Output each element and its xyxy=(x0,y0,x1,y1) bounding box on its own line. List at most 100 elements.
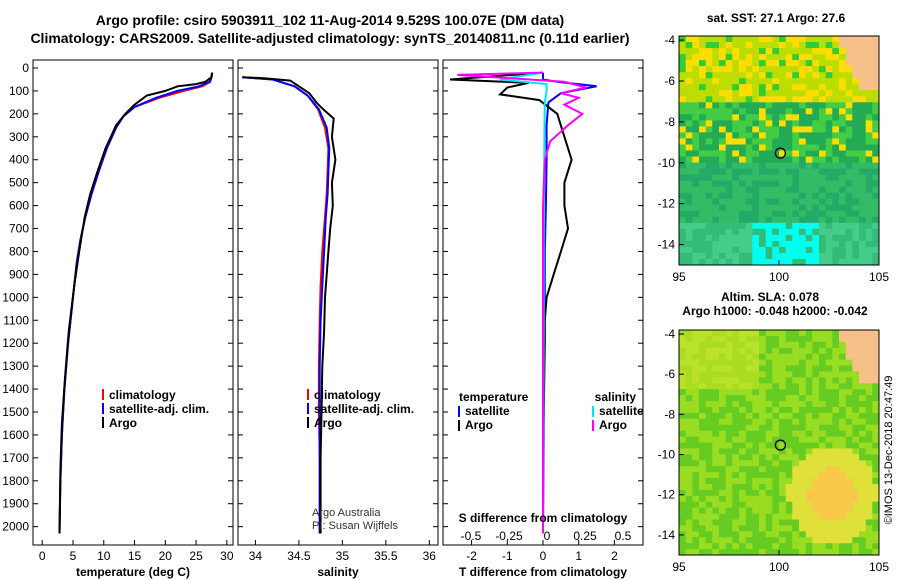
profile-title: Argo profile: csiro 5903911_102 11-Aug-2… xyxy=(95,12,565,28)
y-tick-label: 1200 xyxy=(2,336,29,350)
y-tick-label: 1700 xyxy=(2,451,29,465)
series-line-satellite xyxy=(499,71,548,534)
map-y-tick-label: -8 xyxy=(664,407,675,421)
map-y-tick-label: -10 xyxy=(658,156,676,170)
imos-credit: ©IMOS 13-Dec-2018 20:47:49 xyxy=(883,376,895,525)
legend-title-temperature: temperature xyxy=(459,390,529,404)
x-tick-label: 30 xyxy=(220,549,234,563)
x-tick-label: 34.5 xyxy=(287,549,311,563)
sla-map-title: Altim. SLA: 0.078 xyxy=(721,290,819,304)
sst-map-title: sat. SST: 27.1 Argo: 27.6 xyxy=(707,11,846,25)
map-y-tick-label: -6 xyxy=(664,74,675,88)
series-line-satellite-adj-clim- xyxy=(242,76,331,534)
series-line-argo xyxy=(457,71,587,534)
legend-label: Argo xyxy=(314,416,342,430)
x-tick-label: 35.5 xyxy=(374,549,398,563)
x-tick-label: 15 xyxy=(128,549,142,563)
legend-label: satellite-adj. clim. xyxy=(314,402,414,416)
x-tick-label: 20 xyxy=(159,549,173,563)
legend-label: Argo xyxy=(465,418,493,432)
x-tick-label: 2 xyxy=(611,549,618,563)
map-x-tick-label: 105 xyxy=(869,560,889,574)
y-tick-label: 900 xyxy=(9,267,29,281)
credit-annotation: Argo Australia xyxy=(312,507,381,519)
plot-frame-0 xyxy=(32,59,234,546)
s-tick-label: -0.5 xyxy=(461,529,482,543)
y-tick-label: 1000 xyxy=(2,290,29,304)
legend-label: climatology xyxy=(109,388,176,402)
y-tick-label: 1900 xyxy=(2,497,29,511)
x-tick-label: 34 xyxy=(249,549,263,563)
map-x-tick-label: 100 xyxy=(769,270,789,284)
argo-position-marker xyxy=(774,147,787,159)
map-y-tick-label: -10 xyxy=(658,448,676,462)
legend-label: satellite-adj. clim. xyxy=(109,402,209,416)
legend-label: Argo xyxy=(109,416,137,430)
legend-label: climatology xyxy=(314,388,381,402)
legend-label: Argo xyxy=(599,418,627,432)
s-difference-axis-label: S difference from climatology xyxy=(459,511,628,525)
y-tick-label: 1100 xyxy=(3,313,29,327)
x-tick-label: 10 xyxy=(97,549,111,563)
x-tick-label: 35 xyxy=(336,549,350,563)
s-tick-label: 0.25 xyxy=(573,529,597,543)
y-tick-label: 700 xyxy=(9,222,29,236)
series-line-argo xyxy=(58,72,214,534)
map-cells xyxy=(679,36,879,265)
credit-annotation: PI: Susan Wijffels xyxy=(312,520,398,532)
x-tick-label: 1 xyxy=(575,549,582,563)
map-y-tick-label: -14 xyxy=(658,238,676,252)
x-tick-label: 36 xyxy=(423,549,437,563)
x-tick-label: -2 xyxy=(466,549,477,563)
map-y-tick-label: -12 xyxy=(658,488,676,502)
y-tick-label: 1600 xyxy=(2,428,29,442)
y-tick-label: 800 xyxy=(9,244,29,258)
map-y-tick-label: -12 xyxy=(658,197,676,211)
plot-frame-1 xyxy=(237,59,439,546)
climatology-subtitle: Climatology: CARS2009. Satellite-adjuste… xyxy=(30,30,630,46)
y-tick-label: 500 xyxy=(9,176,29,190)
map-x-tick-label: 95 xyxy=(672,270,686,284)
map-y-tick-label: -4 xyxy=(664,33,675,47)
s-tick-label: 0 xyxy=(544,529,551,543)
y-tick-label: 1400 xyxy=(2,382,29,396)
x-axis-label: salinity xyxy=(317,565,359,579)
argo-position-marker xyxy=(774,439,787,451)
x-axis-label: T difference from climatology xyxy=(459,565,627,579)
map-x-tick-label: 100 xyxy=(769,560,789,574)
x-tick-label: 25 xyxy=(189,549,203,563)
s-tick-label: -0.25 xyxy=(495,529,523,543)
map-y-tick-label: -8 xyxy=(664,115,675,129)
x-tick-label: 0 xyxy=(540,549,547,563)
map-panel-sla xyxy=(678,329,880,556)
y-tick-label: 300 xyxy=(9,130,29,144)
y-tick-label: 0 xyxy=(22,61,29,75)
map-y-tick-label: -6 xyxy=(664,367,675,381)
map-y-tick-label: -4 xyxy=(664,327,675,341)
y-tick-label: 1800 xyxy=(2,474,29,488)
series-line-climatology xyxy=(58,72,214,534)
legend-label: satellite xyxy=(465,404,510,418)
series-line-argo xyxy=(450,71,573,534)
legend-label: satellite xyxy=(599,404,644,418)
y-tick-label: 1300 xyxy=(2,359,29,373)
map-panel-sst xyxy=(678,35,880,266)
y-tick-label: 600 xyxy=(9,199,29,213)
s-tick-label: 0.5 xyxy=(615,529,632,543)
map-y-tick-label: -14 xyxy=(658,528,676,542)
map-cells xyxy=(679,330,879,555)
x-tick-label: 0 xyxy=(39,549,46,563)
map-x-tick-label: 95 xyxy=(672,560,686,574)
y-tick-label: 400 xyxy=(9,153,29,167)
y-tick-label: 100 xyxy=(9,84,29,98)
legend-title-salinity: salinity xyxy=(595,390,637,404)
series-line-satellite-adj-clim- xyxy=(58,72,214,534)
sla-map-subtitle: Argo h1000: -0.048 h2000: -0.042 xyxy=(682,304,868,318)
x-tick-label: -1 xyxy=(502,549,513,563)
series-line-climatology xyxy=(242,76,330,534)
series-line-argo xyxy=(242,76,337,534)
x-tick-label: 5 xyxy=(70,549,77,563)
y-tick-label: 2000 xyxy=(2,520,29,534)
y-tick-label: 200 xyxy=(9,107,29,121)
